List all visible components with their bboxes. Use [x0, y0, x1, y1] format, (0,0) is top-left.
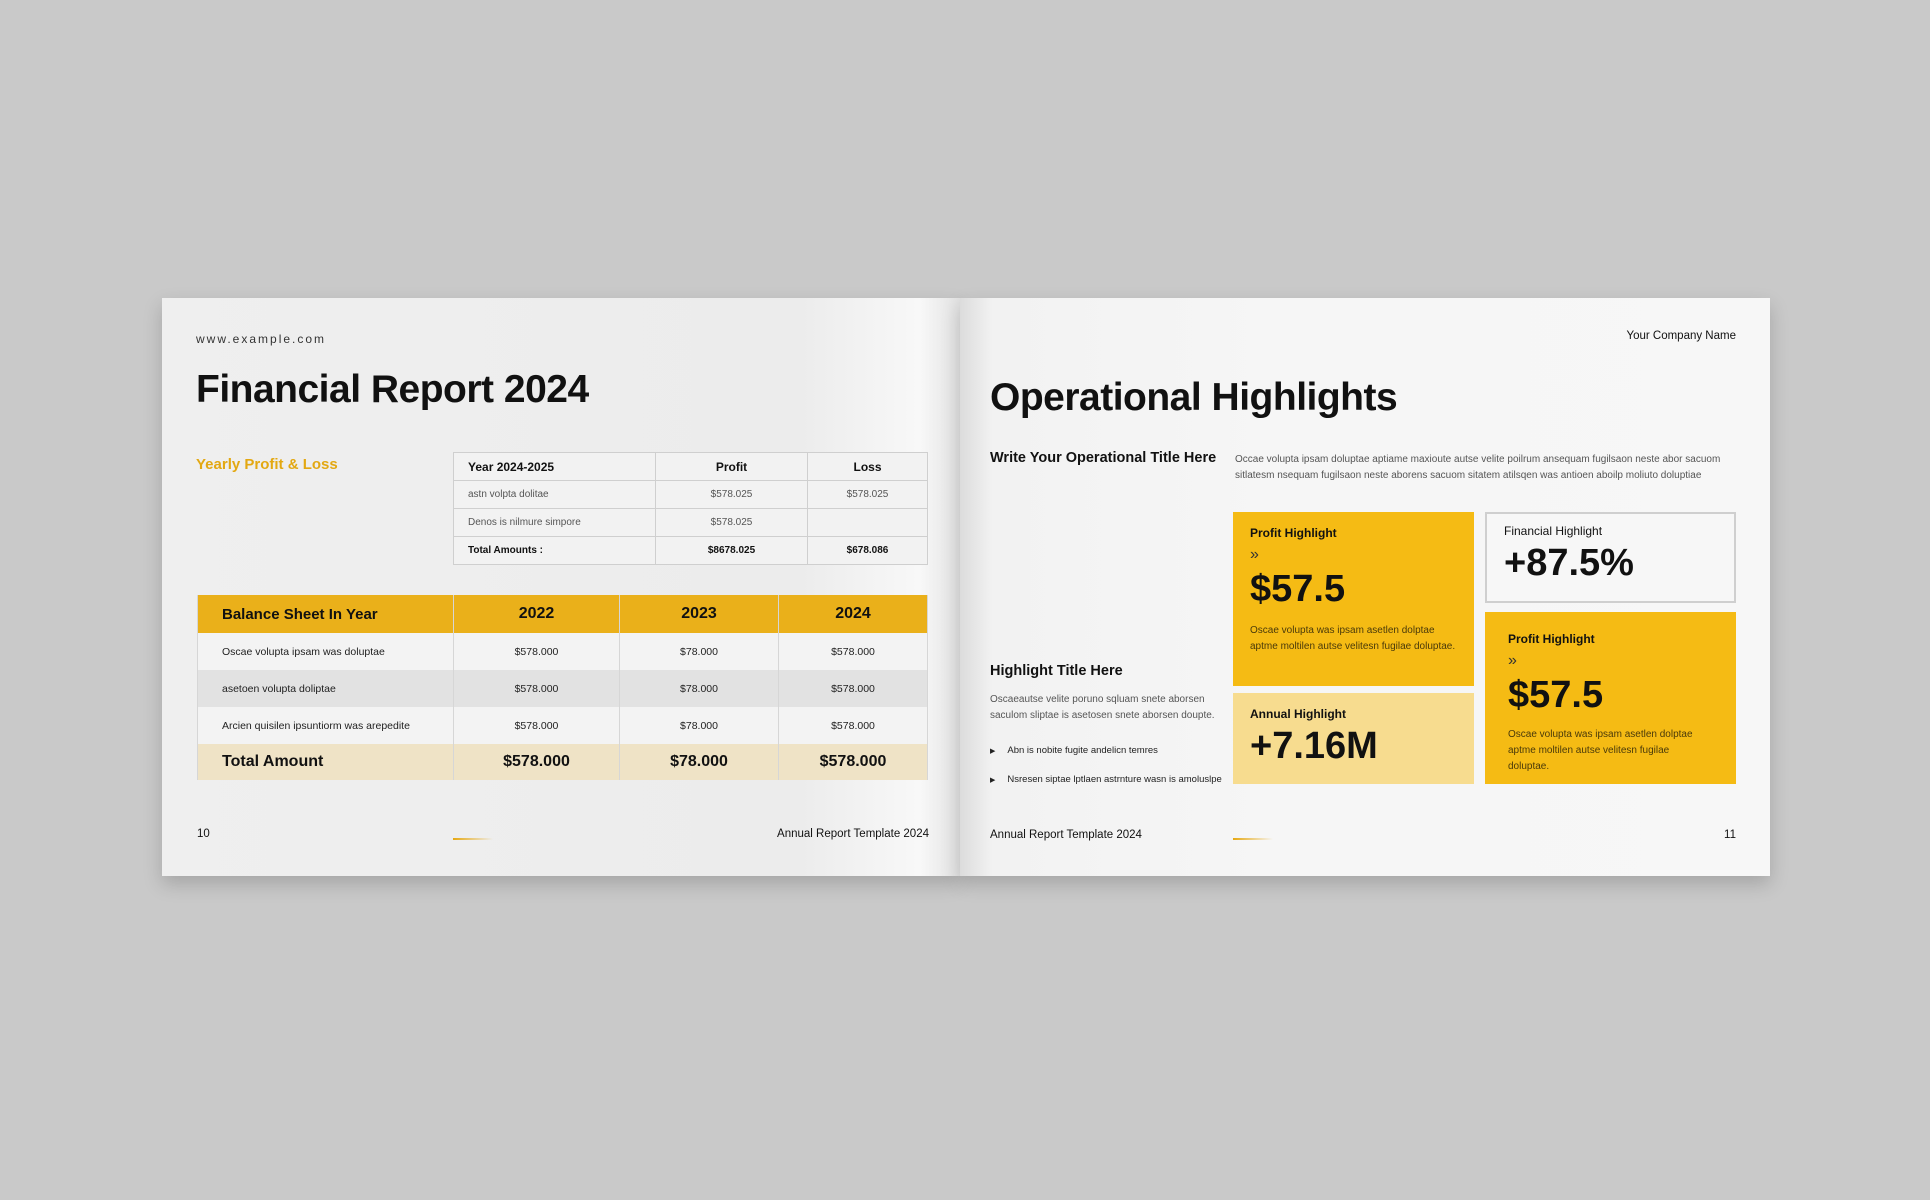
bullet-text: Nsresen siptae lptlaen astrnture wasn is…: [1007, 774, 1222, 785]
page-number: 11: [1724, 829, 1736, 841]
cell: $578.000: [453, 744, 620, 780]
cell: $578.025: [655, 480, 808, 509]
cell: $578.000: [453, 707, 620, 744]
cell: $578.000: [778, 707, 928, 744]
section-title: Write Your Operational Title Here: [990, 450, 1217, 466]
page-title: Operational Highlights: [990, 376, 1398, 419]
page-title: Financial Report 2024: [196, 368, 589, 411]
table-header-row: Balance Sheet In Year 2022 2023 2024: [197, 595, 928, 633]
card-label: Profit Highlight: [1508, 632, 1595, 646]
cell: Total Amount: [197, 744, 454, 780]
cell: $578.000: [778, 633, 928, 670]
footer-text: Annual Report Template 2024: [777, 828, 929, 840]
cell: Oscae volupta ipsam was doluptae: [197, 633, 454, 670]
cell: Arcien quisilen ipsuntiorm was arepedite: [197, 707, 454, 744]
table-row: asetoen volupta doliptae $578.000 $78.00…: [197, 670, 928, 707]
cell: $78.000: [619, 670, 779, 707]
left-page: www.example.com Financial Report 2024 Ye…: [162, 298, 960, 876]
financial-highlight-card: Financial Highlight +87.5%: [1485, 512, 1736, 603]
header-cell: Balance Sheet In Year: [197, 595, 454, 633]
profit-highlight-card-2: Profit Highlight » $57.5 Oscae volupta w…: [1485, 612, 1736, 784]
cell: [807, 508, 928, 537]
highlight-text: Oscaeautse velite poruno sqluam snete ab…: [990, 694, 1215, 721]
cell: $78.000: [619, 707, 779, 744]
profit-highlight-card: Profit Highlight » $57.5 Oscae volupta w…: [1233, 512, 1474, 686]
footer-text: Annual Report Template 2024: [990, 829, 1142, 841]
table-row: Arcien quisilen ipsuntiorm was arepedite…: [197, 707, 928, 744]
table-row: astn volpta dolitae $578.025 $578.025: [453, 480, 928, 509]
cell: $578.000: [453, 633, 620, 670]
cell: astn volpta dolitae: [453, 480, 656, 509]
total-row: Total Amount $578.000 $78.000 $578.000: [197, 744, 928, 780]
cell: $578.000: [778, 744, 928, 780]
card-label: Profit Highlight: [1250, 526, 1337, 540]
card-label: Financial Highlight: [1504, 524, 1603, 538]
card-value: +7.16M: [1250, 725, 1378, 767]
header-cell: Loss: [807, 452, 928, 481]
total-row: Total Amounts : $8678.025 $678.086: [453, 536, 928, 565]
card-value: $57.5: [1508, 674, 1604, 716]
cell: Total Amounts :: [453, 536, 656, 565]
card-text: Oscae volupta was ipsam asetlen dolptae …: [1250, 625, 1456, 652]
section-subtitle: Yearly Profit & Loss: [196, 456, 338, 473]
card-text: Oscae volupta was ipsam asetlen dolptae …: [1508, 729, 1693, 772]
highlight-title: Highlight Title Here: [990, 663, 1123, 679]
right-page: Your Company Name Operational Highlights…: [960, 298, 1770, 876]
table-row: Denos is nilmure simpore $578.025: [453, 508, 928, 537]
cell: $578.000: [453, 670, 620, 707]
bullet-item: ▶ Nsresen siptae lptlaen astrnture wasn i…: [990, 774, 1222, 785]
bullet-icon: ▶: [990, 777, 996, 784]
section-text: Occae volupta ipsam doluptae aptiame max…: [1235, 454, 1721, 481]
footer-divider: [453, 838, 493, 840]
card-value: +87.5%: [1504, 542, 1634, 584]
header-cell: Profit: [655, 452, 808, 481]
profit-loss-table: Year 2024-2025 Profit Loss astn volpta d…: [453, 452, 928, 565]
bullet-item: ▶ Abn is nobite fugite andelicn temres: [990, 745, 1158, 756]
header-cell: Year 2024-2025: [453, 452, 656, 481]
cell: $578.025: [807, 480, 928, 509]
bullet-icon: ▶: [990, 748, 996, 755]
page-number: 10: [197, 828, 210, 840]
card-value: $57.5: [1250, 568, 1346, 610]
company-name: Your Company Name: [1626, 330, 1736, 342]
table-row: Oscae volupta ipsam was doluptae $578.00…: [197, 633, 928, 670]
cell: $578.000: [778, 670, 928, 707]
cell: asetoen volupta doliptae: [197, 670, 454, 707]
double-chevron-icon: »: [1250, 546, 1259, 563]
double-chevron-icon: »: [1508, 652, 1517, 669]
header-cell: 2023: [619, 595, 779, 633]
header-cell: 2024: [778, 595, 928, 633]
cell: Denos is nilmure simpore: [453, 508, 656, 537]
balance-sheet-table: Balance Sheet In Year 2022 2023 2024 Osc…: [197, 595, 928, 780]
cell: $678.086: [807, 536, 928, 565]
footer-divider: [1233, 838, 1273, 840]
cell: $578.025: [655, 508, 808, 537]
card-label: Annual Highlight: [1250, 707, 1346, 721]
bullet-text: Abn is nobite fugite andelicn temres: [1007, 745, 1158, 756]
header-cell: 2022: [453, 595, 620, 633]
annual-highlight-card: Annual Highlight +7.16M: [1233, 693, 1474, 784]
cell: $8678.025: [655, 536, 808, 565]
website-url: www.example.com: [196, 332, 327, 346]
cell: $78.000: [619, 744, 779, 780]
table-header-row: Year 2024-2025 Profit Loss: [453, 452, 928, 481]
cell: $78.000: [619, 633, 779, 670]
